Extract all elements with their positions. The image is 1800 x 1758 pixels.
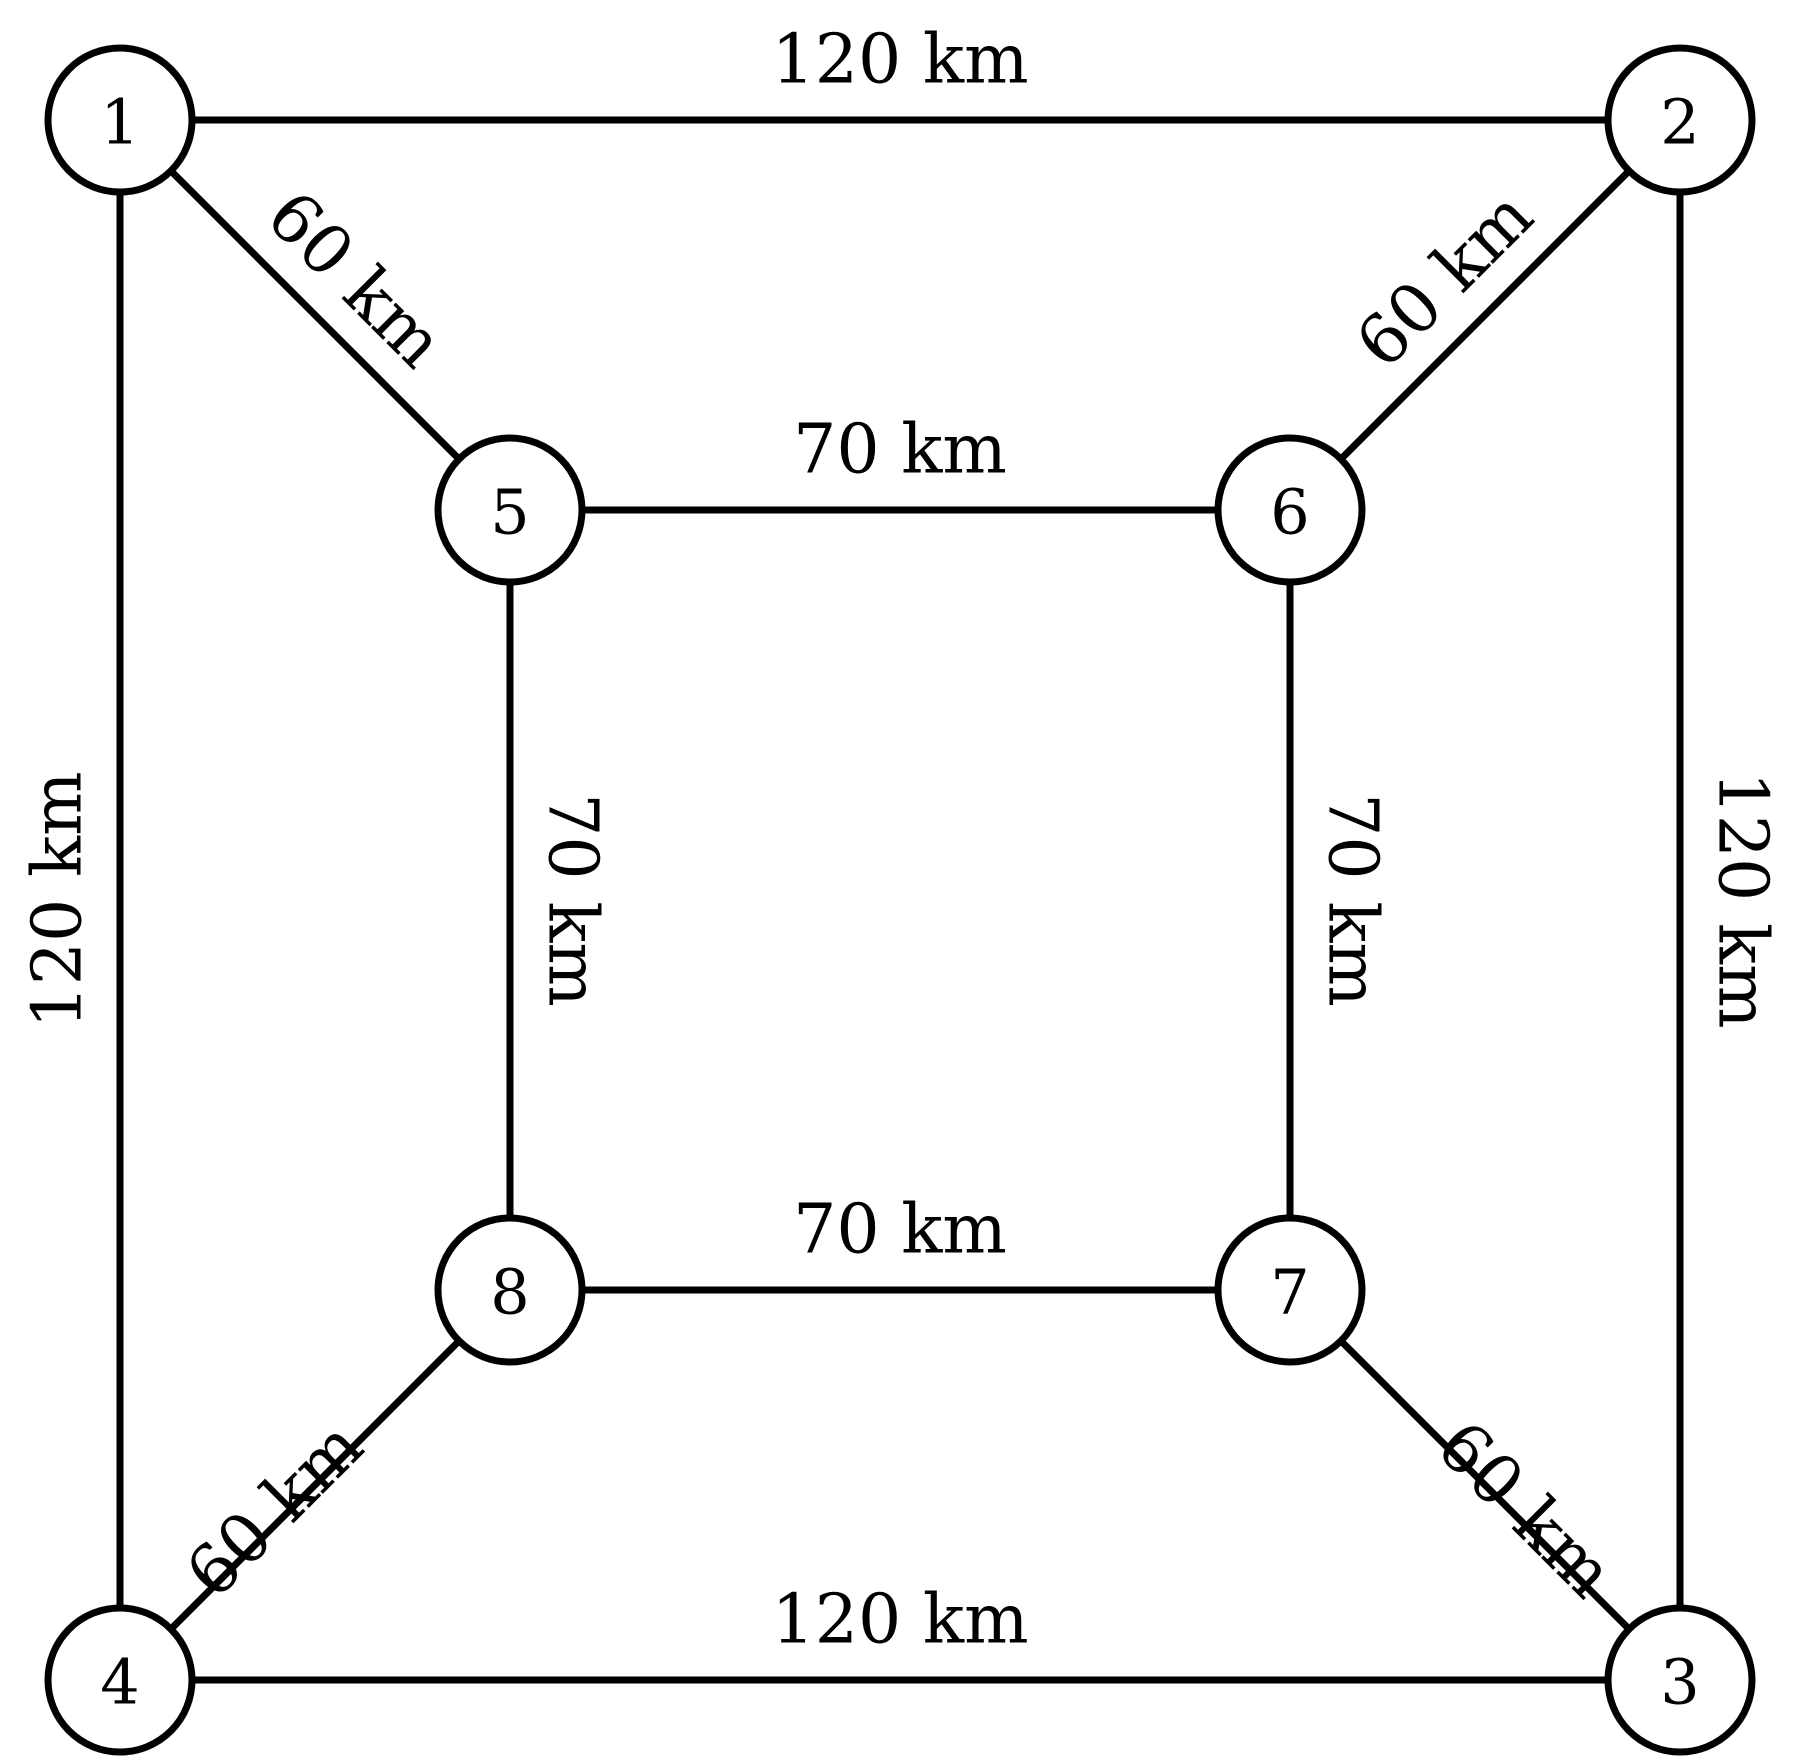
edge-label-7-3: 60 km xyxy=(1421,1406,1628,1613)
edge-label-6-7: 70 km xyxy=(1313,793,1392,1007)
node-label-4: 4 xyxy=(100,1646,139,1719)
node-label-2: 2 xyxy=(1660,86,1699,159)
edge-label-8-7: 70 km xyxy=(793,1191,1007,1270)
node-5: 5 xyxy=(434,434,586,586)
edges-layer xyxy=(116,116,1684,1684)
node-7: 7 xyxy=(1214,1214,1366,1366)
node-circle-7 xyxy=(1214,1214,1366,1366)
node-circle-2 xyxy=(1604,44,1756,196)
edge-label-8-4: 60 km xyxy=(171,1406,378,1613)
edge-label-2-3: 120 km xyxy=(1703,771,1782,1028)
node-circle-3 xyxy=(1604,1604,1756,1756)
edge-label-4-3: 120 km xyxy=(771,1581,1028,1660)
node-label-6: 6 xyxy=(1270,476,1309,549)
node-circle-1 xyxy=(44,44,196,196)
node-6: 6 xyxy=(1214,434,1366,586)
node-3: 3 xyxy=(1604,1604,1756,1756)
node-2: 2 xyxy=(1604,44,1756,196)
node-label-3: 3 xyxy=(1660,1646,1699,1719)
node-circle-4 xyxy=(44,1604,196,1756)
node-circle-5 xyxy=(434,434,586,586)
node-1: 1 xyxy=(44,44,196,196)
edge-7-3 xyxy=(1338,1338,1632,1632)
node-label-5: 5 xyxy=(490,476,529,549)
node-8: 8 xyxy=(434,1214,586,1366)
edge-1-5 xyxy=(168,168,462,462)
nodes-layer: 1 2 3 4 5 6 7 8 xyxy=(44,44,1756,1756)
node-label-1: 1 xyxy=(100,86,139,159)
node-circle-6 xyxy=(1214,434,1366,586)
edge-label-5-6: 70 km xyxy=(793,411,1007,490)
node-label-7: 7 xyxy=(1270,1256,1309,1329)
edge-8-4 xyxy=(168,1338,462,1632)
node-circle-8 xyxy=(434,1214,586,1366)
node-4: 4 xyxy=(44,1604,196,1756)
edge-label-1-2: 120 km xyxy=(771,21,1028,100)
node-label-8: 8 xyxy=(490,1256,529,1329)
edge-label-1-4: 120 km xyxy=(19,771,98,1028)
edge-label-5-8: 70 km xyxy=(533,793,612,1007)
edge-2-6 xyxy=(1338,168,1632,462)
